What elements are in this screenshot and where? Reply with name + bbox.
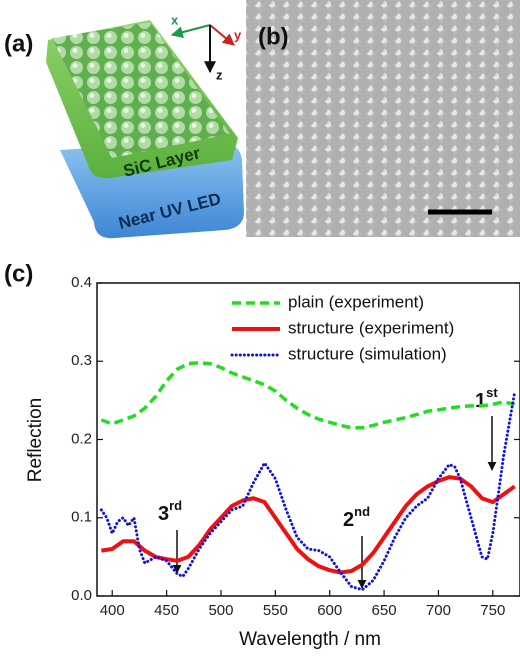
order-label: 3rd — [158, 498, 182, 525]
device-illustration: SiC Layer Near UV LED x y z — [46, 12, 244, 238]
legend-label: structure (experiment) — [288, 318, 454, 337]
panel-label: (b) — [258, 23, 289, 50]
annotation: 3rd 2nd 1st — [158, 385, 498, 588]
y-axis-title: Reflection — [25, 398, 46, 483]
x-tick-label: 750 — [480, 602, 505, 619]
chart: Reflection Wavelength / nm 3rd 2nd 1st 0… — [25, 274, 520, 650]
legend-label: structure (simulation) — [288, 344, 447, 363]
axis-arrow — [210, 25, 234, 45]
x-tick-label: 600 — [317, 602, 342, 619]
x-tick-label: 700 — [426, 602, 451, 619]
x-tick-label: 500 — [208, 602, 233, 619]
figure: SiC Layer Near UV LED x y z (a) (b) (c) … — [0, 0, 520, 658]
legend-label: plain (experiment) — [288, 292, 424, 311]
y-tick-label: 0.3 — [71, 352, 92, 369]
panel-label: (c) — [4, 260, 33, 287]
axis-name: z — [216, 67, 223, 82]
axis-name: y — [234, 27, 242, 42]
order-label: 2nd — [343, 504, 370, 531]
order-label: 1st — [475, 385, 498, 412]
y-tick-label: 0.2 — [71, 430, 92, 447]
x-tick-label: 400 — [100, 602, 125, 619]
order-suffix: rd — [169, 498, 182, 513]
order-number: 1 — [475, 390, 486, 412]
x-tick-label: 650 — [372, 602, 397, 619]
order-suffix: nd — [354, 504, 370, 519]
y-tick-label: 0.4 — [71, 274, 92, 291]
order-number: 2 — [343, 509, 354, 531]
panel-label: (a) — [4, 30, 33, 57]
x-axis-title: Wavelength / nm — [239, 629, 381, 650]
x-tick-label: 550 — [263, 602, 288, 619]
axis-name: x — [171, 12, 179, 27]
data-line — [101, 363, 514, 428]
x-tick-label: 450 — [154, 602, 179, 619]
page: SiC Layer Near UV LED x y z (a) (b) (c) … — [0, 0, 520, 658]
y-tick-label: 0.0 — [71, 587, 92, 604]
y-tick-label: 0.1 — [71, 509, 92, 526]
order-suffix: st — [486, 385, 498, 400]
order-number: 3 — [158, 503, 169, 525]
